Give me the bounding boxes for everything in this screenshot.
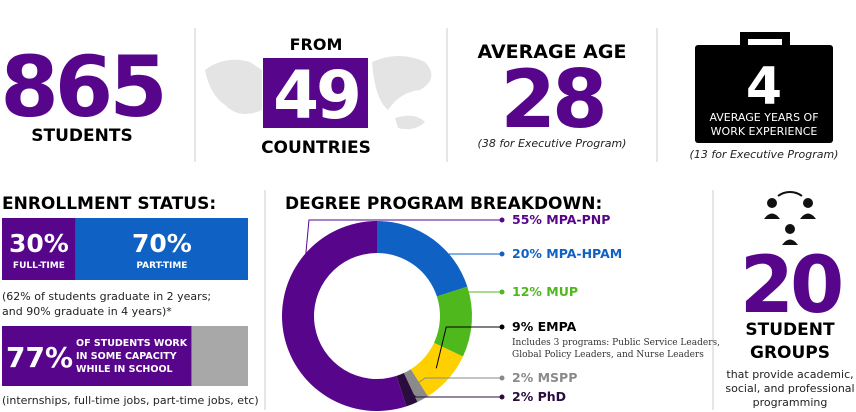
enrollment-title: ENROLLMENT STATUS: [2,194,216,214]
work-text: IN SOME CAPACITY [76,351,177,362]
degree-value: 9% [512,319,534,334]
age-number: 28 [500,53,603,146]
countries-box [263,58,368,128]
age-title: AVERAGE AGE [478,41,627,63]
degree-label: 20% MPA-HPAM [512,246,622,261]
degree-labels: 55% MPA-PNP 20% MPA-HPAM 12% MUP 9% EMPA Inc… [298,212,720,404]
enrollment-value: 70% [132,229,192,258]
leader-dot [499,289,505,295]
degree-name: MSPP [538,370,578,385]
leader-line [455,291,500,322]
briefcase-handle [740,32,790,45]
degree-detail: Includes 3 programs: Public Service Lead… [512,338,720,348]
leader-dot [499,375,505,381]
experience-note: (13 for Executive Program) [690,148,839,161]
degree-label: 12% MUP [512,284,578,299]
work-fill [2,326,192,386]
countries-prefix: FROM [290,35,343,54]
degree-label: 9% EMPA [512,319,577,334]
degree-name: EMPA [538,319,577,334]
leader-dot [499,324,505,330]
degree-label: 55% MPA-PNP [512,212,610,227]
degree-label: 2% PhD [512,389,566,404]
degree-name: PhD [538,389,566,404]
degree-value: 2% [512,370,534,385]
degree-name: MUP [546,284,578,299]
donut-segment [410,342,463,397]
donut-segment [403,369,428,402]
leader-line [414,377,500,386]
leader-line [435,326,500,369]
leader-dot [499,217,505,223]
enrollment-value: 30% [9,229,69,258]
groups-label: STUDENT [745,320,835,340]
countries-number: 49 [273,57,359,134]
experience-label: AVERAGE YEARS OF [709,111,818,124]
degree-name: MPA-HPAM [546,246,622,261]
leader-line [423,251,500,255]
enrollment-segment [75,218,248,280]
work-text: OF STUDENTS WORK [76,338,188,349]
degree-name: MPA-PNP [546,212,610,227]
degree-value: 20% [512,246,542,261]
donut-segment [377,221,468,297]
enrollment-name: PART-TIME [136,261,187,271]
world-map [205,56,432,130]
degree-label: 2% MSPP [512,370,577,385]
enrollment-bar: 30% FULL-TIME 70% PART-TIME [2,218,248,280]
degree-value: 12% [512,284,542,299]
leader-line [298,219,500,329]
experience-number: 4 [746,57,782,117]
groups-note: social, and professional [725,382,854,395]
enrollment-name: FULL-TIME [13,261,65,271]
briefcase [695,45,833,143]
countries-label: COUNTRIES [261,138,371,158]
groups-note: programming [753,396,828,409]
experience-label: WORK EXPERIENCE [711,125,818,138]
leader-dot [499,394,505,400]
degree-value: 2% [512,389,534,404]
groups-label: GROUPS [750,343,830,363]
work-text: WHILE IN SCHOOL [76,364,173,375]
work-bar: 77% OF STUDENTS WORK IN SOME CAPACITY WHILE… [2,326,248,386]
donut-segment [282,221,407,411]
donut [282,221,472,411]
work-note: (internships, full-time jobs, part-time … [2,394,259,407]
work-value: 77% [6,341,73,374]
students-number: 865 [0,38,163,136]
people-icon [764,191,816,245]
groups-number: 20 [740,241,841,331]
enrollment-note: and 90% graduate in 4 years)* [2,305,172,318]
groups-note: that provide academic, [726,368,853,381]
leader-line [405,389,500,398]
enrollment-segment [2,218,76,280]
degree-detail: Global Policy Leaders, and Nurse Leaders [512,350,704,360]
leader-dot [499,251,505,257]
students-label: STUDENTS [31,126,132,146]
degree-title: DEGREE PROGRAM BREAKDOWN: [285,194,602,214]
enrollment-note: (62% of students graduate in 2 years; [2,290,211,303]
age-note: (38 for Executive Program) [478,137,627,150]
degree-value: 55% [512,212,542,227]
